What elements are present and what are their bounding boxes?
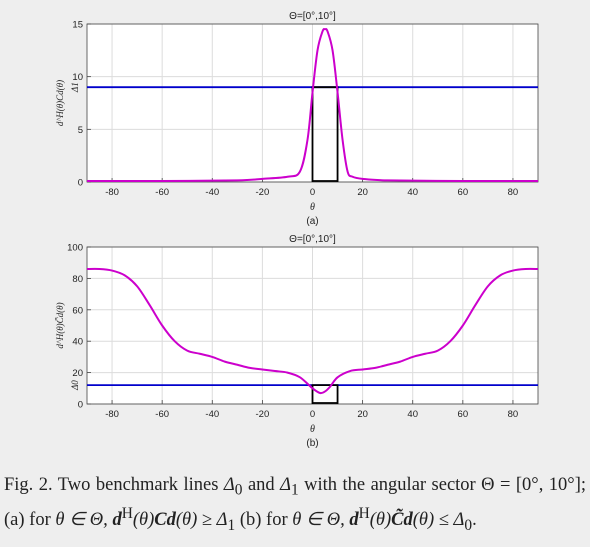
y-axis-label: d^H(θ)Cd(θ): [55, 80, 65, 126]
y-tick-label: 80: [72, 274, 83, 285]
y-tick-label: 60: [72, 305, 83, 316]
x-tick-label: 0: [310, 409, 315, 420]
x-tick-label: 20: [357, 187, 368, 198]
sector-box: [311, 86, 339, 182]
x-tick-label: -40: [205, 409, 219, 420]
subplot-b: -80 -60 -40 -20 0 20 40 60 80 0 20 40 60 80 100 Θ=[0°,1…: [55, 234, 539, 449]
x-axis-label: θ: [310, 202, 315, 213]
y-tick-label: 20: [72, 368, 83, 379]
subplot-a: -80 -60 -40 -20 0 20 40 60 80 0 5 10 15 Θ=[0°,10°] θ (a…: [55, 11, 539, 227]
benchmark-label: Δ1: [70, 82, 80, 93]
x-tick-label: 20: [357, 409, 368, 420]
y-tick-label: 0: [78, 400, 83, 411]
chart-title: Θ=[0°,10°]: [289, 234, 336, 245]
y-tick-label: 15: [72, 20, 83, 31]
figure-caption: Fig. 2. Two benchmark lines Δ0 and Δ1 wi…: [4, 475, 586, 534]
x-tick-label: 0: [310, 187, 315, 198]
y-axis-label: d^H(θ)C̃d(θ): [55, 302, 65, 348]
x-tick-label: 40: [407, 409, 418, 420]
chart-title: Θ=[0°,10°]: [289, 11, 336, 22]
x-tick-label: -20: [256, 409, 270, 420]
x-tick-label: 60: [458, 409, 469, 420]
figure: -80 -60 -40 -20 0 20 40 60 80 0 5 10 15 Θ=[0°,10°] θ (a…: [55, 11, 539, 449]
series-line: [86, 267, 539, 395]
subplot-label: (a): [306, 216, 318, 227]
x-tick-label: -40: [205, 187, 219, 198]
benchmark-label: Δ0: [70, 380, 80, 391]
x-tick-label: -60: [155, 409, 169, 420]
x-tick-label: -80: [105, 187, 119, 198]
sector-box: [311, 384, 339, 404]
y-tick-label: 10: [72, 72, 83, 83]
y-tick-label: 40: [72, 337, 83, 348]
subplot-label: (b): [306, 438, 318, 449]
x-axis-label: θ: [310, 424, 315, 435]
series-line: [86, 28, 539, 182]
y-tick-label: 100: [67, 243, 83, 254]
x-tick-label: 80: [508, 187, 519, 198]
y-tick-label: 5: [78, 125, 83, 136]
x-tick-label: -20: [256, 187, 270, 198]
x-tick-label: -60: [155, 187, 169, 198]
x-tick-label: 40: [407, 187, 418, 198]
x-tick-label: -80: [105, 409, 119, 420]
x-tick-label: 80: [508, 409, 519, 420]
y-tick-label: 0: [78, 178, 83, 189]
x-tick-label: 60: [458, 187, 469, 198]
